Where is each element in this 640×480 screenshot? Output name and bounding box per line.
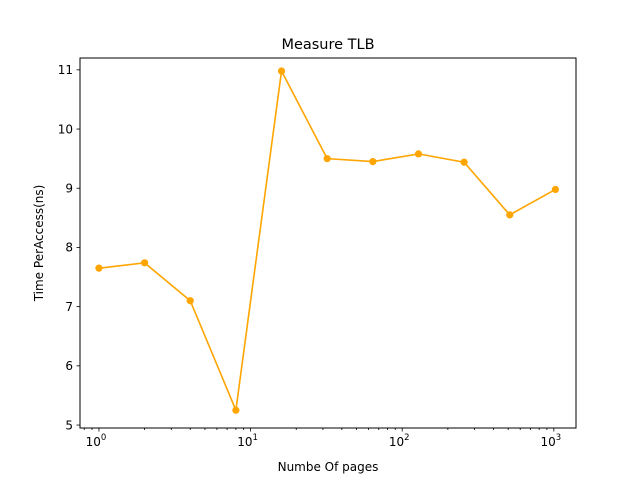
y-tick-label: 7 <box>65 300 73 314</box>
x-tick-label: 100 <box>86 433 107 449</box>
series-markers <box>95 67 560 414</box>
data-point <box>95 264 103 272</box>
data-point <box>323 155 331 163</box>
y-tick-label: 8 <box>65 241 73 255</box>
y-axis-title: Time PerAccess(ns) <box>32 185 46 303</box>
data-point <box>369 158 377 166</box>
x-tick-label: 101 <box>237 433 258 449</box>
data-point <box>506 211 514 219</box>
data-point <box>551 185 560 194</box>
data-point <box>140 259 149 267</box>
y-axis: 5 6 7 8 9 10 11 <box>58 63 80 432</box>
x-axis-title: Numbe Of pages <box>278 460 379 474</box>
data-point <box>186 297 194 305</box>
data-point <box>460 158 468 166</box>
x-tick-label: 102 <box>389 433 410 449</box>
y-tick-label: 6 <box>65 359 73 373</box>
x-axis: 100 101 102 103 <box>83 428 561 449</box>
y-tick-label: 11 <box>58 63 73 77</box>
data-point <box>277 67 286 75</box>
chart-title: Measure TLB <box>281 37 374 53</box>
data-point <box>414 150 423 158</box>
data-point <box>232 406 240 414</box>
y-tick-label: 5 <box>65 418 73 432</box>
plot-area-frame <box>79 57 577 429</box>
y-tick-label: 9 <box>65 182 73 196</box>
x-tick-label: 103 <box>540 433 561 449</box>
y-tick-label: 10 <box>58 122 73 136</box>
